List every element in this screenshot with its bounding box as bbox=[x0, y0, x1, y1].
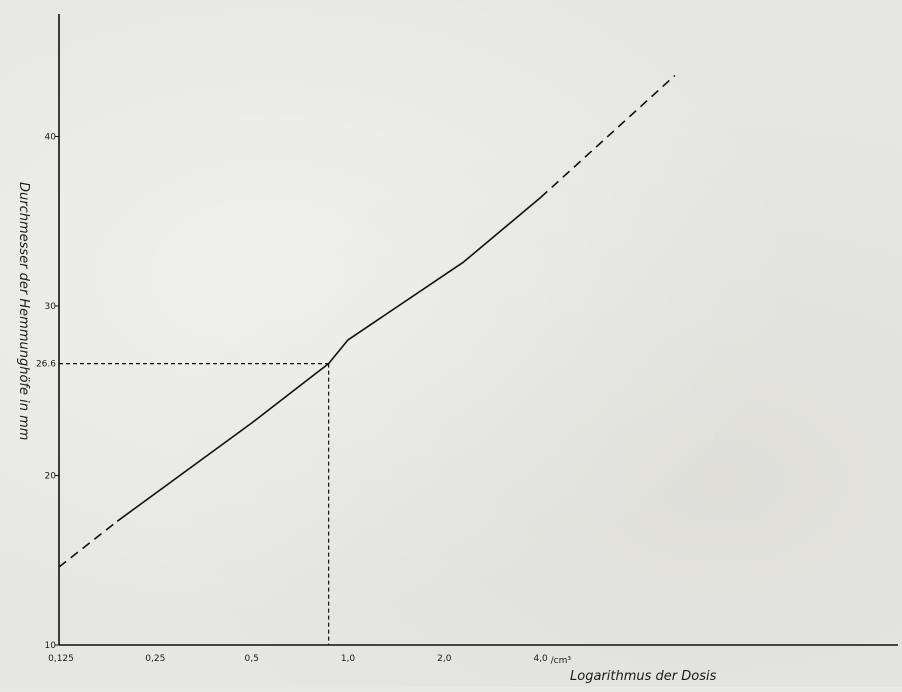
y-ticks: 10 20 30 40 bbox=[45, 133, 59, 651]
y-tick-label: 40 bbox=[45, 133, 57, 143]
x-tick-label: 2,0 bbox=[437, 654, 452, 664]
y-tick-label: 10 bbox=[45, 641, 57, 651]
series-group bbox=[58, 74, 676, 568]
marked-value-label: 26.6 bbox=[36, 360, 56, 370]
x-ticks: 0,125 0,25 0,5 1,0 2,0 4,0 bbox=[48, 654, 548, 664]
axes bbox=[58, 14, 898, 646]
x-tick-label: 0,25 bbox=[145, 654, 165, 664]
x-axis-title: Logarithmus der Dosis bbox=[570, 669, 717, 684]
series-line-dashed bbox=[58, 520, 118, 568]
series-line-dashed bbox=[540, 74, 676, 199]
marked-value-guides: 26.6 bbox=[36, 360, 330, 645]
y-tick-label: 20 bbox=[45, 472, 57, 482]
x-tick-label: 1,0 bbox=[341, 654, 356, 664]
y-axis-title: Durchmesser der Hemmunghöfe in mm bbox=[16, 182, 31, 440]
x-unit-label: /cm³ bbox=[551, 656, 572, 666]
x-tick-label: 0,5 bbox=[244, 654, 258, 664]
series-line-solid bbox=[116, 196, 542, 522]
x-tick-label: 0,125 bbox=[48, 654, 74, 664]
x-tick-label: 4,0 bbox=[533, 654, 548, 664]
y-tick-label: 30 bbox=[45, 302, 57, 312]
